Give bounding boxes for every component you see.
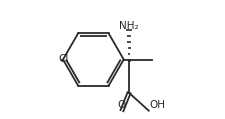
Text: O: O <box>117 100 125 110</box>
Text: Cl: Cl <box>58 55 68 64</box>
Text: NH₂: NH₂ <box>119 21 138 31</box>
Text: OH: OH <box>149 100 164 110</box>
